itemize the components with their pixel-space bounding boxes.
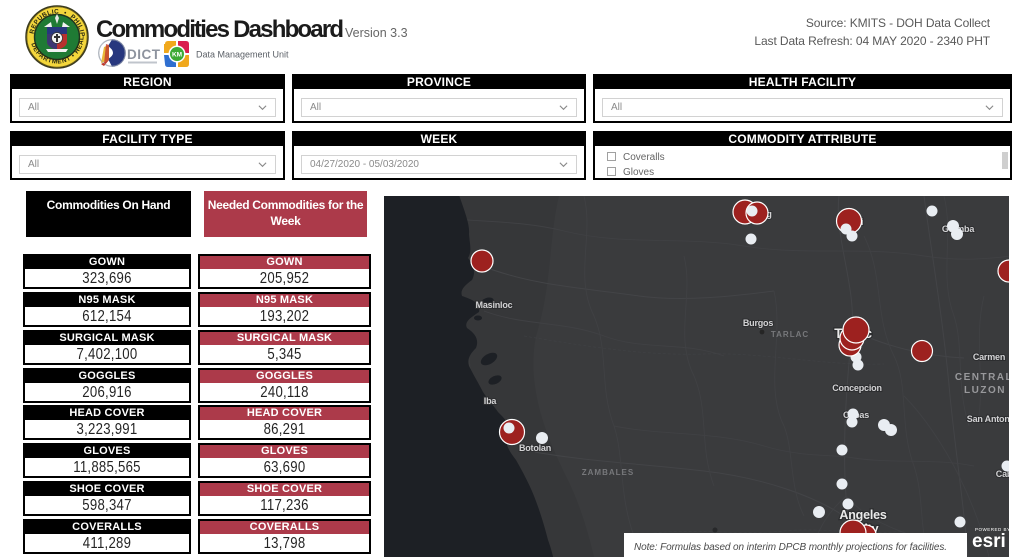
svg-text:POWERED BY: POWERED BY bbox=[975, 527, 1009, 532]
svg-text:Data Management Unit: Data Management Unit bbox=[196, 50, 289, 60]
svg-text:Masinloc: Masinloc bbox=[476, 300, 513, 310]
svg-text:CENTRAL: CENTRAL bbox=[955, 372, 1009, 383]
svg-text:San Antonio: San Antonio bbox=[967, 414, 1009, 424]
svg-text:Burgos: Burgos bbox=[743, 318, 773, 328]
svg-text:TARLAC: TARLAC bbox=[771, 330, 809, 339]
svg-text:Angeles: Angeles bbox=[839, 508, 886, 522]
svg-text:Botolan: Botolan bbox=[519, 443, 551, 453]
svg-text:Note: Formulas based on interi: Note: Formulas based on interim DPCB mon… bbox=[634, 542, 947, 553]
svg-text:Iba: Iba bbox=[484, 396, 498, 406]
svg-text:g: g bbox=[766, 209, 771, 219]
svg-text:DICT: DICT bbox=[127, 47, 161, 62]
svg-text:Carmen: Carmen bbox=[973, 352, 1005, 362]
svg-text:LUZON: LUZON bbox=[964, 385, 1006, 396]
svg-text:KM: KM bbox=[172, 52, 182, 59]
svg-text:ZAMBALES: ZAMBALES bbox=[582, 468, 634, 477]
svg-text:i: i bbox=[861, 217, 863, 227]
svg-text:Concepcion: Concepcion bbox=[832, 383, 882, 393]
svg-text:esri: esri bbox=[972, 531, 1006, 552]
